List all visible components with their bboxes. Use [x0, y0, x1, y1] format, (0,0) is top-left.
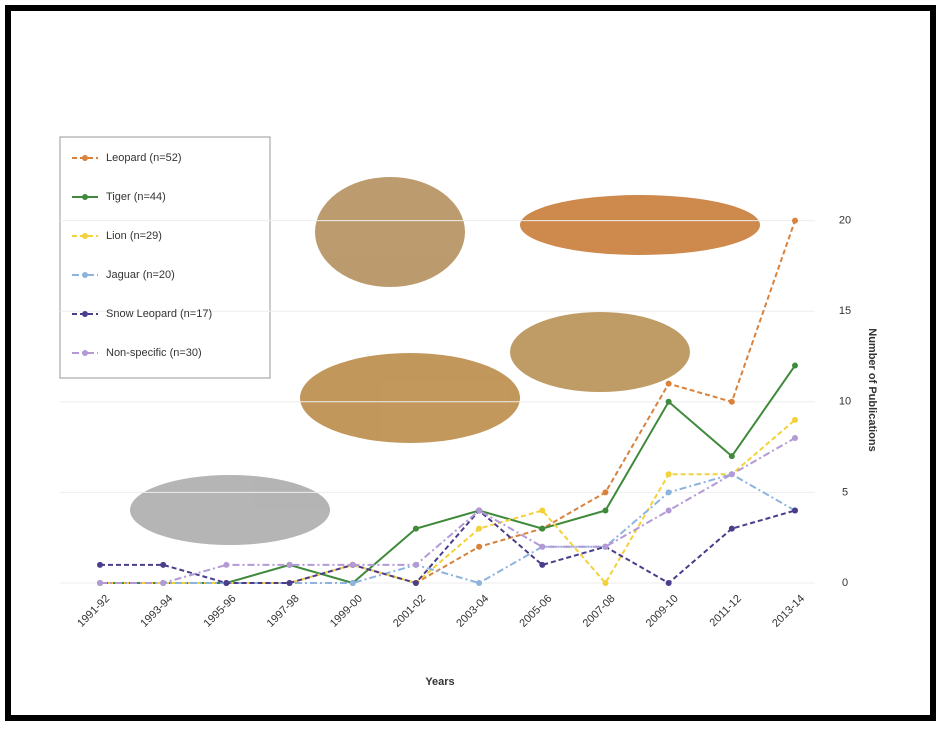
lion-image [300, 353, 520, 443]
legend-label: Leopard (n=52) [106, 152, 182, 164]
data-point [286, 561, 293, 568]
series-line [100, 473, 796, 585]
data-point [539, 561, 546, 568]
series-line [100, 437, 796, 584]
data-point [665, 489, 672, 496]
data-point [792, 362, 798, 369]
y-tick-label: 20 [839, 215, 851, 227]
x-axis-label: Years [425, 676, 454, 688]
data-point [286, 580, 293, 586]
data-point [412, 580, 419, 586]
data-point [665, 398, 672, 405]
legend-label: Snow Leopard (n=17) [106, 308, 212, 320]
data-point [792, 507, 798, 514]
y-tick-label: 15 [839, 305, 851, 317]
data-point [792, 217, 798, 224]
legend-marker [82, 350, 88, 356]
jaguar-image [510, 312, 690, 392]
data-point [602, 543, 609, 550]
data-point [160, 561, 167, 568]
data-point [539, 543, 546, 550]
y-tick-label: 5 [842, 486, 848, 498]
legend-marker [82, 155, 88, 161]
legend-marker [82, 311, 88, 317]
data-point [665, 580, 672, 586]
data-point [728, 453, 735, 460]
y-tick-label: 10 [839, 396, 851, 408]
data-point [97, 580, 103, 586]
legend-marker [82, 233, 88, 239]
data-point [728, 398, 735, 405]
data-point [665, 471, 672, 478]
legend-label: Jaguar (n=20) [106, 269, 175, 281]
data-point [349, 580, 356, 586]
data-point [223, 580, 230, 586]
data-point [476, 580, 483, 586]
data-point [476, 525, 483, 532]
animal-images [130, 177, 760, 545]
legend-marker [82, 272, 88, 278]
data-point [223, 561, 230, 568]
data-point [665, 507, 672, 514]
series-line [100, 509, 796, 585]
data-point [792, 416, 798, 423]
data-point [728, 525, 735, 532]
legend-box [59, 136, 271, 379]
snow-leopard-image [130, 475, 330, 545]
data-point [476, 507, 483, 514]
data-point [412, 525, 419, 532]
data-point [602, 580, 609, 586]
data-point [728, 471, 735, 478]
data-point [539, 507, 546, 514]
leopard-image [315, 177, 465, 287]
data-point [792, 435, 798, 442]
data-point [476, 543, 483, 550]
legend-label: Lion (n=29) [106, 230, 162, 242]
legend-marker [82, 194, 88, 200]
data-point [97, 561, 103, 568]
legend-label: Tiger (n=44) [106, 191, 166, 203]
data-point [665, 380, 672, 387]
data-point [349, 561, 356, 568]
data-point [160, 580, 167, 586]
data-point [602, 489, 609, 496]
y-axis-label: Number of Publications [866, 328, 878, 451]
tiger-image [520, 195, 760, 255]
legend-label: Non-specific (n=30) [106, 347, 202, 359]
data-point [539, 525, 546, 532]
data-point [412, 561, 419, 568]
y-tick-label: 0 [842, 577, 848, 589]
data-point [602, 507, 609, 514]
